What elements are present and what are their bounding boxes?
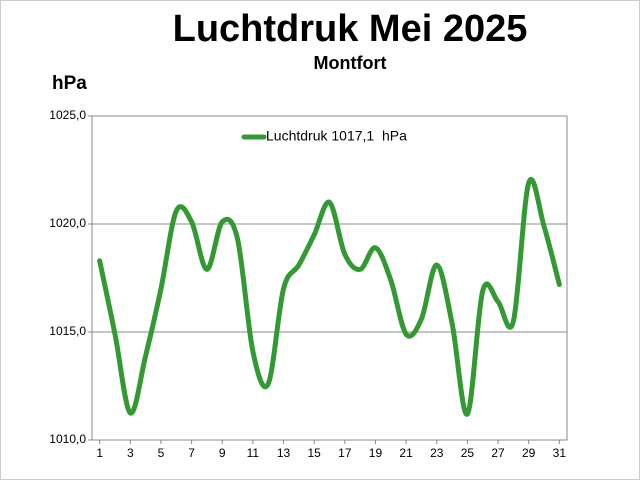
line [97,177,562,417]
chart-subtitle: Montfort [314,53,387,73]
x-tick-label: 25 [461,446,475,460]
x-tick-label: 17 [338,446,352,460]
x-tick-label: 13 [277,446,291,460]
y-tick-label: 1010,0 [49,432,86,446]
y-tick-label: 1015,0 [49,324,86,338]
x-tick-label: 9 [219,446,226,460]
x-tick-label: 27 [491,446,505,460]
x-tick-label: 31 [553,446,567,460]
y-tick-label: 1020,0 [49,216,86,230]
x-tick-label: 23 [430,446,444,460]
x-tick-label: 11 [247,446,260,460]
x-tick-label: 1 [96,446,103,460]
y-tick-label: 1025,0 [49,108,86,122]
x-tick-label: 3 [127,446,134,460]
x-tick-label: 21 [399,446,413,460]
x-tick-label: 5 [158,446,165,460]
legend-label: Luchtdruk 1017,1 hPa [266,128,407,144]
plot-area [91,115,568,441]
chart-title: Luchtdruk Mei 2025 [173,8,528,50]
x-tick-label: 29 [522,446,536,460]
x-tick-label: 19 [369,446,383,460]
x-tick-label: 7 [188,446,195,460]
x-tick-label: 15 [307,446,321,460]
y-axis-label: hPa [52,73,87,94]
